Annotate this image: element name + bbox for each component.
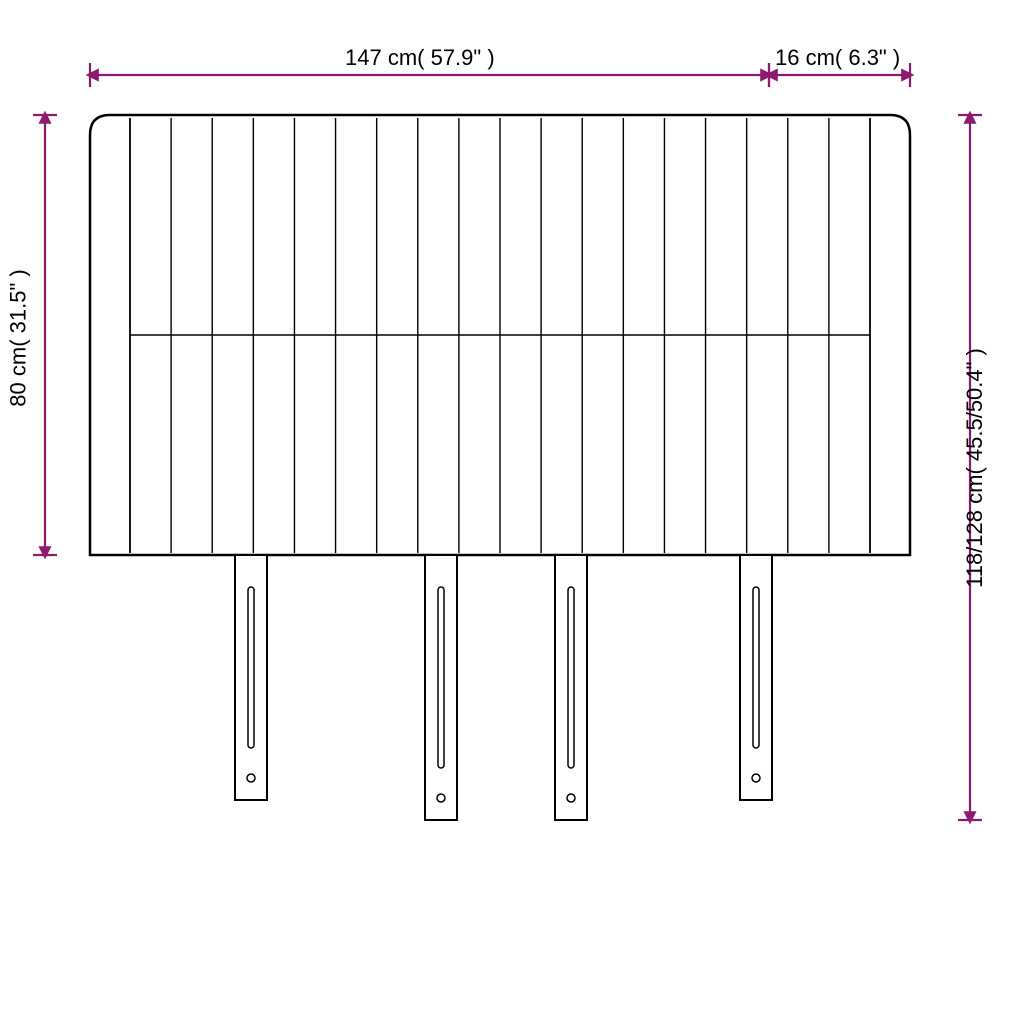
leg: [425, 555, 457, 820]
dim-depth-label: 16 cm( 6.3" ): [775, 45, 900, 71]
leg: [555, 555, 587, 820]
dim-total-height-label: 118/128 cm( 45.5/50.4" ): [962, 348, 988, 588]
dim-pad-height-label: 80 cm( 31.5" ): [6, 269, 32, 406]
leg: [740, 555, 772, 800]
dim-width-label: 147 cm( 57.9" ): [345, 45, 495, 71]
leg: [235, 555, 267, 800]
